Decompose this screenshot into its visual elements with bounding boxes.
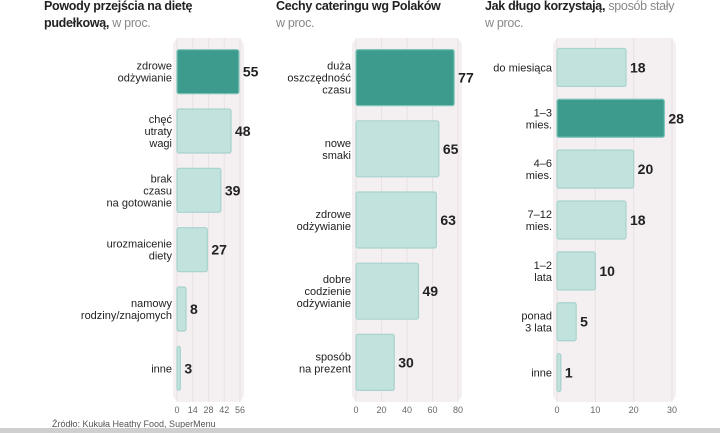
category-label: ponad 3 lata	[521, 311, 552, 335]
bar	[556, 302, 577, 342]
bar	[176, 167, 222, 213]
category-label: duża oszczędność czasu	[287, 61, 351, 97]
bar	[355, 120, 440, 178]
bar	[556, 352, 562, 393]
category-label: namowy rodziny/znajomych	[81, 298, 173, 322]
category-label: urozmaicenie diety	[107, 239, 173, 263]
x-tick-label: 56	[235, 405, 245, 415]
value-label: 55	[243, 64, 259, 80]
value-label: 63	[440, 212, 456, 228]
value-label: 1	[565, 365, 573, 381]
value-label: 30	[398, 354, 414, 370]
source-note: Źródło: Kukuła Heathy Food, SuperMenu	[52, 419, 216, 429]
bar	[355, 262, 420, 320]
value-label: 18	[630, 59, 646, 75]
value-label: 77	[458, 70, 474, 86]
bar	[355, 333, 395, 391]
value-label: 8	[190, 301, 198, 317]
bar	[556, 47, 627, 88]
category-label: do miesiąca	[493, 62, 553, 74]
bar	[355, 191, 437, 249]
bar	[176, 345, 181, 391]
bottom-bar	[0, 428, 720, 433]
bar	[355, 48, 455, 107]
value-label: 10	[599, 263, 615, 279]
bar	[176, 108, 232, 154]
value-label: 27	[211, 242, 227, 258]
x-tick-label: 10	[590, 405, 600, 415]
bar	[556, 251, 596, 291]
x-tick-label: 42	[219, 405, 229, 415]
value-label: 39	[225, 182, 241, 198]
category-label: 4–6 mies.	[526, 158, 552, 182]
category-label: chęć utraty wagi	[144, 114, 172, 150]
chart-2-title: Cechy cateringu wg Polaków w proc.	[276, 0, 441, 30]
x-tick-label: 28	[203, 405, 213, 415]
category-label: brak czasu na gotowanie	[107, 173, 173, 209]
x-tick-label: 20	[376, 405, 386, 415]
x-tick-label: 80	[453, 405, 463, 415]
value-label: 28	[668, 110, 684, 126]
x-tick-label: 30	[667, 405, 677, 415]
category-label: inne	[531, 368, 552, 380]
x-tick-label: 20	[629, 405, 639, 415]
value-label: 18	[630, 212, 646, 228]
bar	[556, 98, 665, 138]
bar	[176, 227, 208, 273]
category-label: 7–12 mies.	[526, 209, 552, 233]
value-label: 65	[443, 141, 459, 157]
bar	[176, 286, 187, 332]
value-label: 49	[422, 283, 438, 299]
category-label: dobre codzienie odżywianie	[297, 274, 351, 310]
value-label: 48	[235, 123, 251, 139]
category-label: nowe smaki	[322, 138, 351, 162]
x-tick-label: 0	[353, 405, 358, 415]
value-label: 5	[580, 314, 588, 330]
bar	[556, 149, 635, 189]
x-tick-label: 14	[188, 405, 198, 415]
x-tick-label: 40	[402, 405, 412, 415]
value-label: 20	[638, 161, 654, 177]
bar	[556, 200, 627, 240]
chart-1-title: Powody przejścia na dietę pudełkową, w p…	[44, 0, 193, 30]
category-label: inne	[151, 363, 172, 375]
x-tick-label: 60	[427, 405, 437, 415]
category-label: zdrowe odżywianie	[118, 61, 172, 85]
value-label: 3	[184, 360, 192, 376]
category-label: 1–3 mies.	[526, 107, 552, 131]
bar	[176, 49, 240, 95]
category-label: zdrowe odżywianie	[297, 209, 351, 233]
category-label: 1–2 lata	[534, 260, 553, 284]
chart-3-title: Jak długo korzystają, sposób stały w pro…	[485, 0, 675, 30]
x-tick-label: 0	[554, 405, 559, 415]
category-label: sposób na prezent	[299, 351, 351, 375]
x-tick-label: 0	[174, 405, 179, 415]
